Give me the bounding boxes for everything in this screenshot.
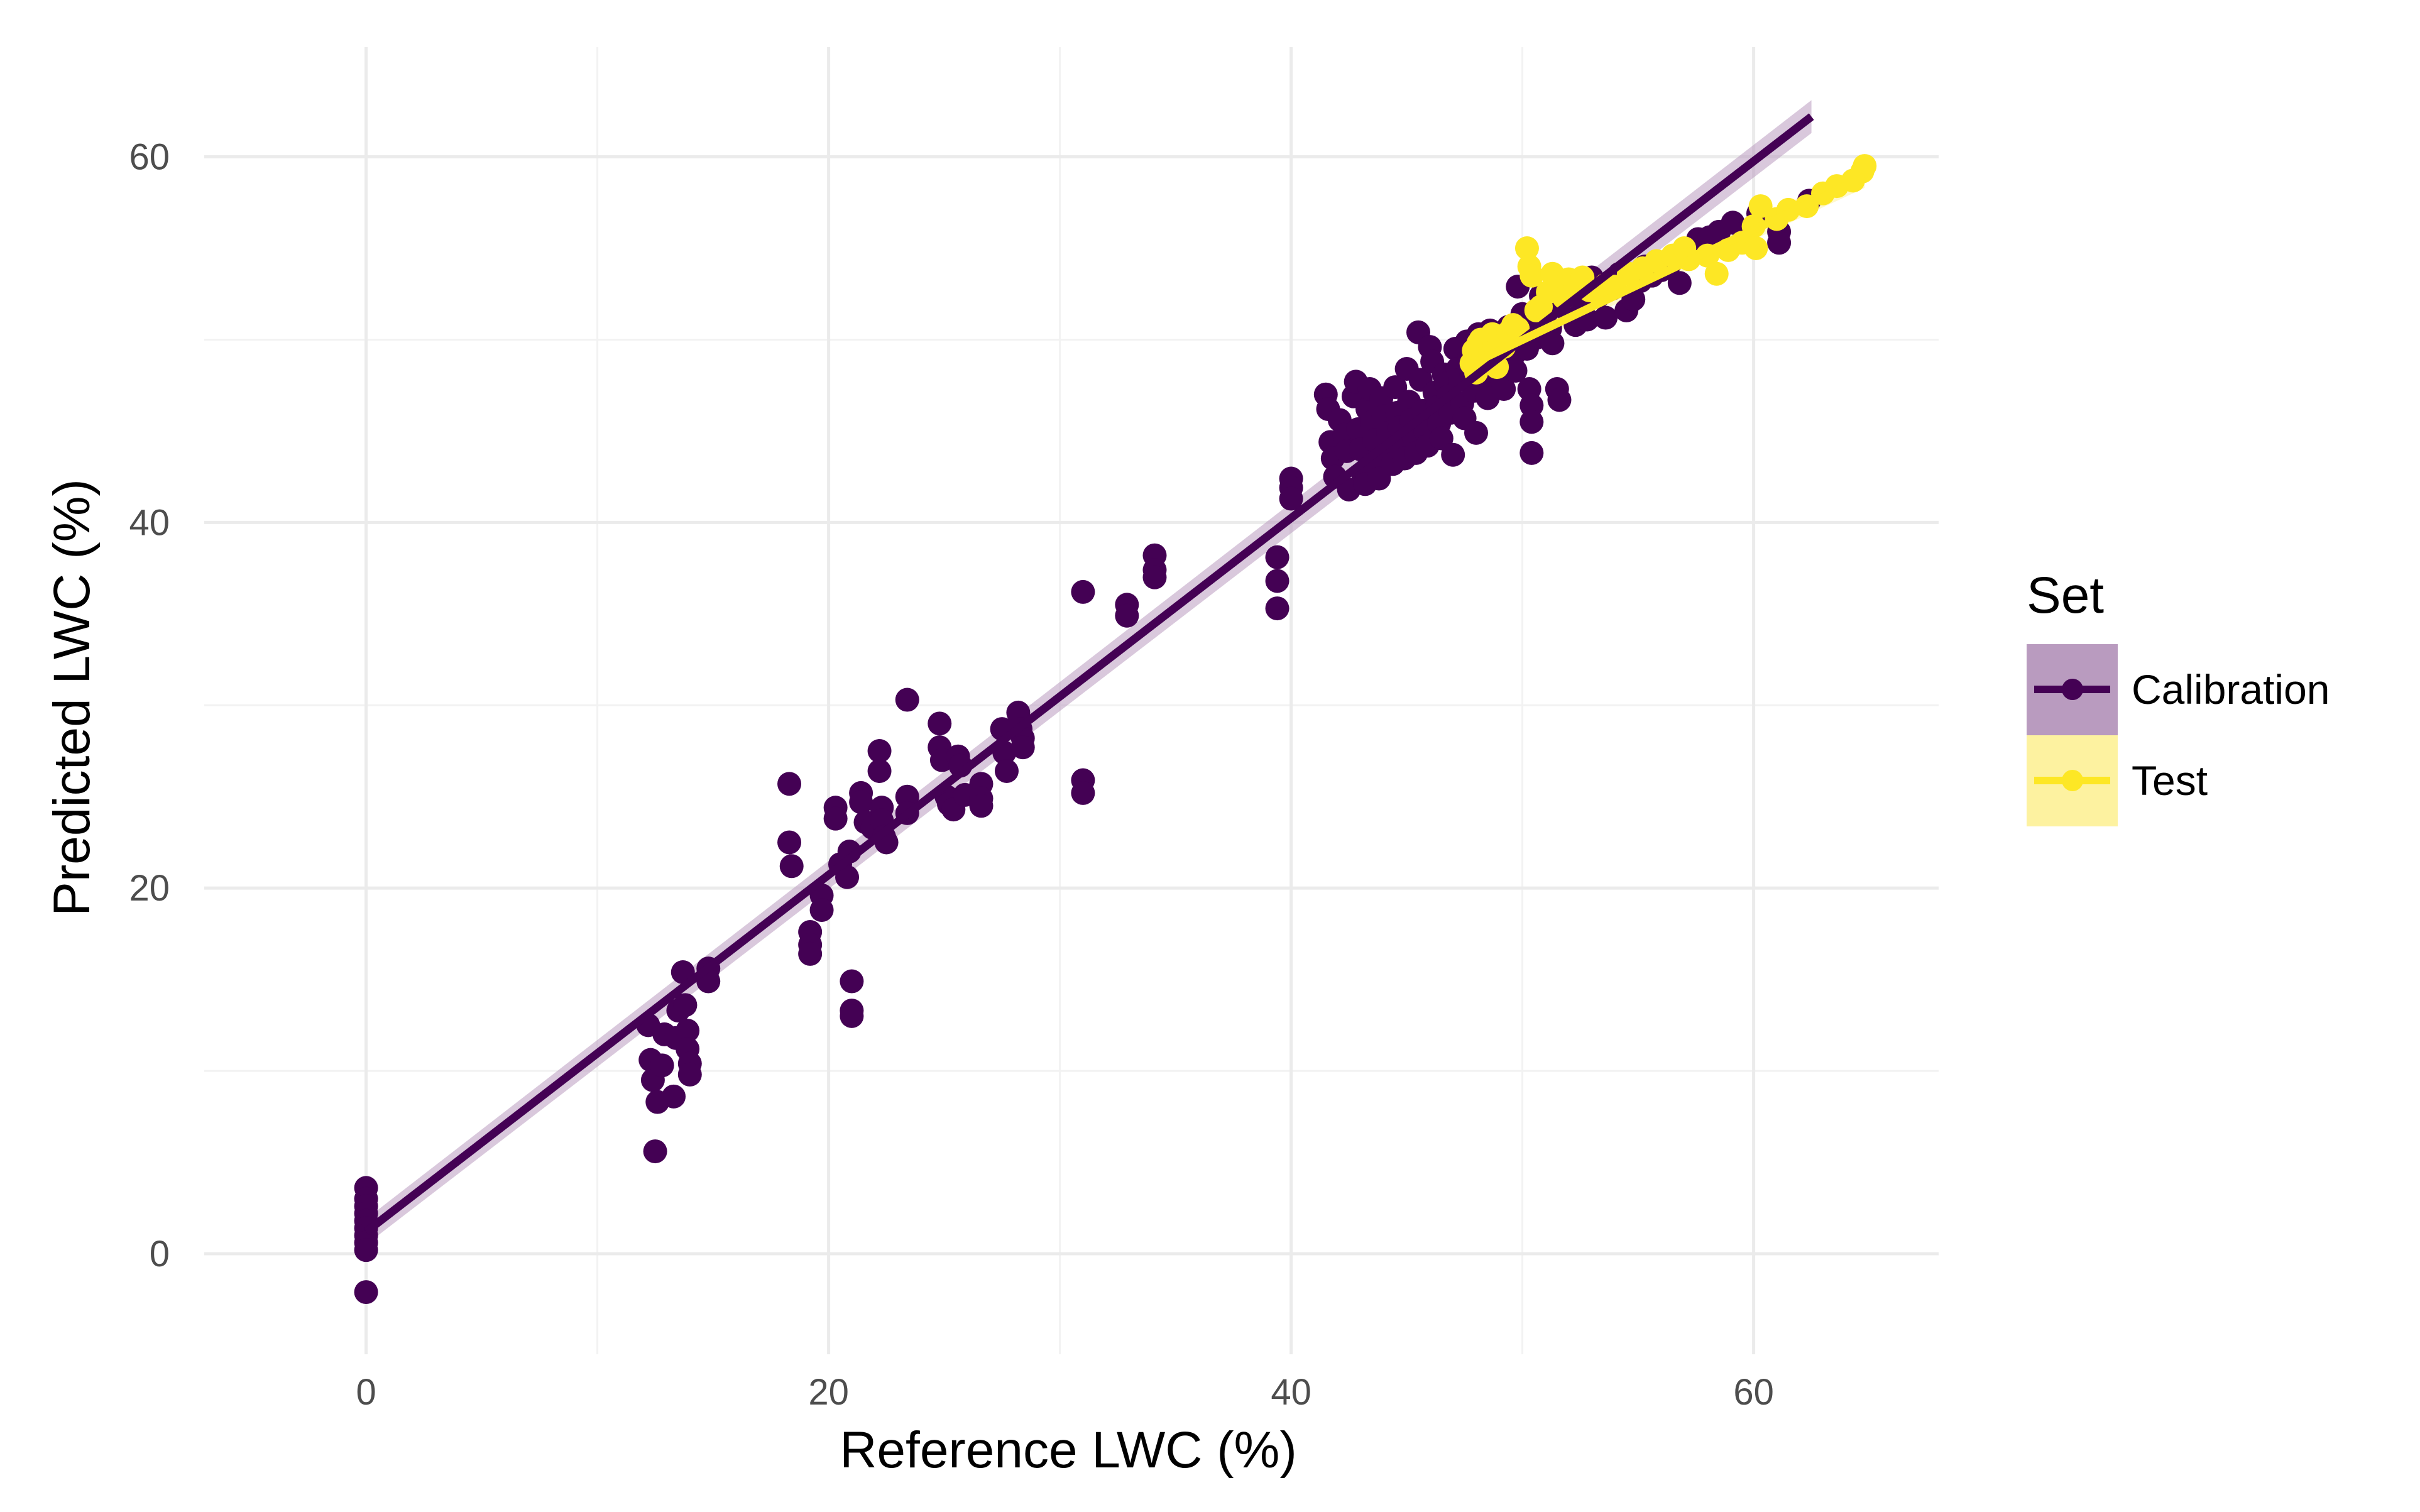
data-point-calibration — [643, 1139, 667, 1164]
legend-label-calibration: Calibration — [2132, 666, 2330, 713]
data-point-calibration — [1767, 231, 1792, 255]
y-tick-label: 0 — [150, 1234, 170, 1274]
data-point-calibration — [1265, 545, 1289, 569]
data-point-calibration — [1010, 735, 1035, 760]
data-point-calibration — [840, 969, 864, 994]
data-point-calibration — [1519, 393, 1544, 418]
data-point-calibration — [895, 784, 919, 809]
x-tick-label: 20 — [808, 1372, 849, 1413]
data-point-calibration — [354, 1280, 378, 1305]
data-point-calibration — [1071, 579, 1095, 604]
tick-labels: 0 20 40 60 0 20 40 60 — [129, 137, 1773, 1413]
y-tick-label: 20 — [129, 868, 170, 909]
data-point-calibration — [1492, 377, 1516, 401]
x-tick-label: 0 — [356, 1372, 376, 1413]
data-point-calibration — [354, 1238, 378, 1263]
data-point-calibration — [1503, 358, 1528, 383]
data-point-calibration — [1265, 569, 1289, 593]
data-point-calibration — [676, 1019, 700, 1043]
data-point-calibration — [779, 854, 804, 879]
data-point-calibration — [677, 1062, 702, 1087]
x-tick-label: 40 — [1271, 1372, 1311, 1413]
data-point-calibration — [1519, 410, 1544, 434]
data-point-calibration — [1667, 271, 1692, 295]
data-point-calibration — [1594, 305, 1618, 330]
data-point-calibration — [809, 898, 834, 923]
data-point-calibration — [928, 711, 952, 736]
data-point-calibration — [1071, 781, 1095, 805]
data-point-test — [1704, 261, 1729, 286]
data-point-calibration — [1547, 388, 1572, 412]
data-point-calibration — [840, 1004, 864, 1028]
fit-line-calibration — [363, 113, 1814, 1235]
data-point-calibration — [867, 739, 892, 763]
data-point-calibration — [798, 941, 823, 966]
fit-line-test — [1467, 173, 1867, 370]
legend-title: Set — [2027, 567, 2104, 624]
data-point-calibration — [673, 993, 698, 1017]
data-point-calibration — [650, 1053, 674, 1078]
data-point-calibration — [1279, 486, 1303, 511]
data-point-calibration — [1540, 331, 1565, 356]
data-point-test — [1744, 236, 1768, 260]
data-point-calibration — [835, 865, 860, 889]
fit-lines — [363, 113, 1867, 1235]
legend-label-test: Test — [2132, 757, 2208, 804]
data-point-calibration — [1464, 420, 1488, 445]
x-tick-label: 60 — [1733, 1372, 1774, 1413]
data-point-calibration — [1265, 596, 1289, 621]
data-point-calibration — [994, 759, 1019, 783]
data-point-calibration — [1519, 441, 1544, 465]
data-point-calibration — [1115, 603, 1139, 628]
y-tick-label: 60 — [129, 137, 170, 178]
legend: Set Calibration Test — [2027, 567, 2330, 826]
data-point-calibration — [777, 830, 802, 855]
x-axis-title: Reference LWC (%) — [840, 1422, 1297, 1479]
data-point-calibration — [662, 1084, 686, 1109]
data-point-calibration — [867, 759, 892, 783]
data-point-test — [1748, 194, 1773, 219]
data-point-calibration — [823, 806, 848, 831]
data-point-test — [1519, 263, 1544, 288]
data-point-test — [1853, 154, 1877, 178]
data-point-calibration — [1142, 565, 1167, 589]
legend-key-calibration-marker — [2062, 679, 2083, 700]
data-point-test — [1514, 236, 1539, 260]
y-tick-label: 40 — [129, 502, 170, 543]
data-point-calibration — [1441, 442, 1465, 467]
data-point-calibration — [895, 688, 919, 712]
data-point-calibration — [969, 794, 994, 818]
legend-key-test-marker — [2062, 770, 2083, 791]
data-point-calibration — [849, 790, 873, 814]
y-axis-title: Predicted LWC (%) — [43, 479, 101, 916]
data-point-calibration — [777, 772, 802, 796]
